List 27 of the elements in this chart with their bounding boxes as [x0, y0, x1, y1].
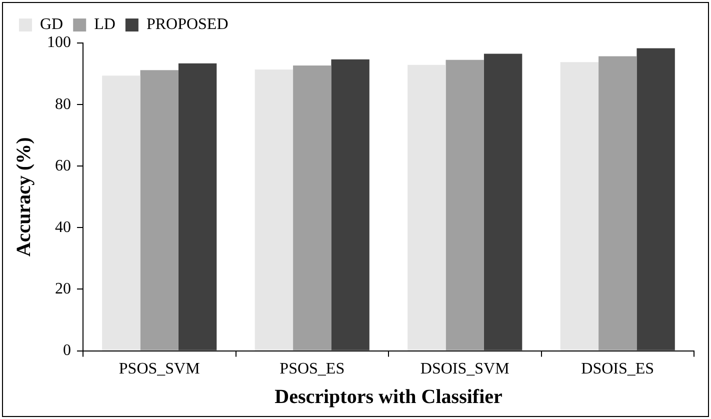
bar — [178, 63, 217, 350]
y-tick-label: 0 — [63, 342, 71, 360]
legend-label: LD — [94, 16, 116, 34]
y-axis-title: Accuracy (%) — [13, 137, 36, 257]
bar — [102, 76, 140, 350]
x-tick-label: PSOS_SVM — [118, 360, 200, 378]
y-tick-label: 40 — [55, 218, 71, 236]
legend-label: GD — [40, 16, 64, 34]
bar — [408, 64, 446, 350]
x-axis-title: Descriptors with Classifier — [274, 386, 502, 408]
legend-label: PROPOSED — [146, 16, 228, 34]
bar — [293, 65, 332, 350]
bar — [484, 54, 522, 350]
x-tick-label: DSOIS_ES — [581, 360, 654, 378]
y-tick-label: 100 — [47, 34, 71, 52]
bar — [140, 70, 178, 350]
bar — [636, 48, 675, 350]
bar — [254, 69, 294, 350]
bar — [598, 56, 637, 350]
y-tick-label: 80 — [55, 96, 71, 113]
bar — [446, 60, 484, 350]
y-tick-label: 60 — [55, 157, 71, 174]
x-tick-label: PSOS_ES — [280, 360, 345, 378]
bar — [560, 62, 599, 350]
x-tick-label: DSOIS_SVM — [420, 360, 510, 378]
y-tick-label: 20 — [55, 280, 71, 298]
bar — [331, 59, 370, 350]
